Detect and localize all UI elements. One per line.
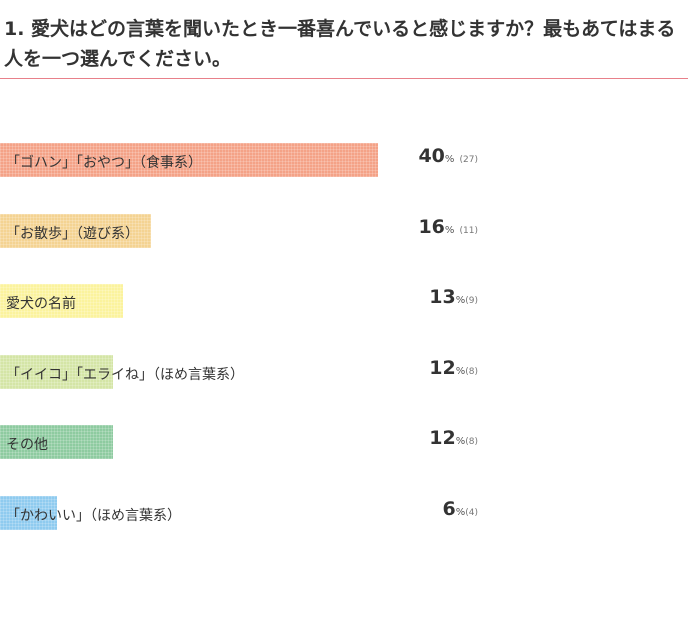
title-divider [0,78,688,79]
bar [0,496,57,530]
bar-row: 「かわいい」（ほめ言葉系） 6%(4) [0,496,690,532]
bar-label: 「ゴハン」「おやつ」（食事系） [6,155,202,171]
bar-row: 「イイコ」「エライね」（ほめ言葉系） 12%(8) [0,355,690,391]
bar [0,284,123,318]
value-label: 6%(4) [443,498,479,520]
value-label: 12%(8) [429,427,478,449]
bar-label: 愛犬の名前 [6,296,76,312]
value-label: 16% (11) [418,216,478,238]
value-number: 6 [442,498,456,520]
value-number: 12 [429,427,456,449]
bar-label: 「かわいい」（ほめ言葉系） [6,508,181,524]
percent-sign: % [455,295,466,306]
bar [0,143,378,177]
value-number: 40 [418,145,445,167]
count-label: (27) [459,155,478,165]
count-label: (9) [465,296,478,306]
value-label: 12%(8) [429,357,478,379]
percent-sign: % [455,436,466,447]
bar [0,214,151,248]
bar-row: 「ゴハン」「おやつ」（食事系） 40% (27) [0,143,690,179]
bar-label: その他 [6,437,48,453]
count-label: (8) [465,367,478,377]
count-label: (11) [459,226,478,236]
bar-row: その他 12%(8) [0,425,690,461]
value-number: 16 [418,216,445,238]
bar-row: 愛犬の名前 13%(9) [0,284,690,320]
count-label: (8) [465,437,478,447]
bar [0,425,113,459]
value-number: 13 [429,286,456,308]
percent-sign: % [455,507,466,518]
question-title: 1. 愛犬はどの言葉を聞いたとき一番喜んでいると感じますか？最もあてはまる人を一… [4,18,676,70]
bar-row: 「お散歩」（遊び系） 16% (11) [0,214,690,250]
bar-label: 「お散歩」（遊び系） [6,226,139,242]
percent-sign: % [444,154,455,165]
percent-sign: % [444,225,455,236]
value-label: 40% (27) [418,145,478,167]
value-label: 13%(9) [429,286,478,308]
value-number: 12 [429,357,456,379]
percent-sign: % [455,366,466,377]
bar-label: 「イイコ」「エライね」（ほめ言葉系） [6,367,244,383]
bar [0,355,113,389]
count-label: (4) [465,508,478,518]
